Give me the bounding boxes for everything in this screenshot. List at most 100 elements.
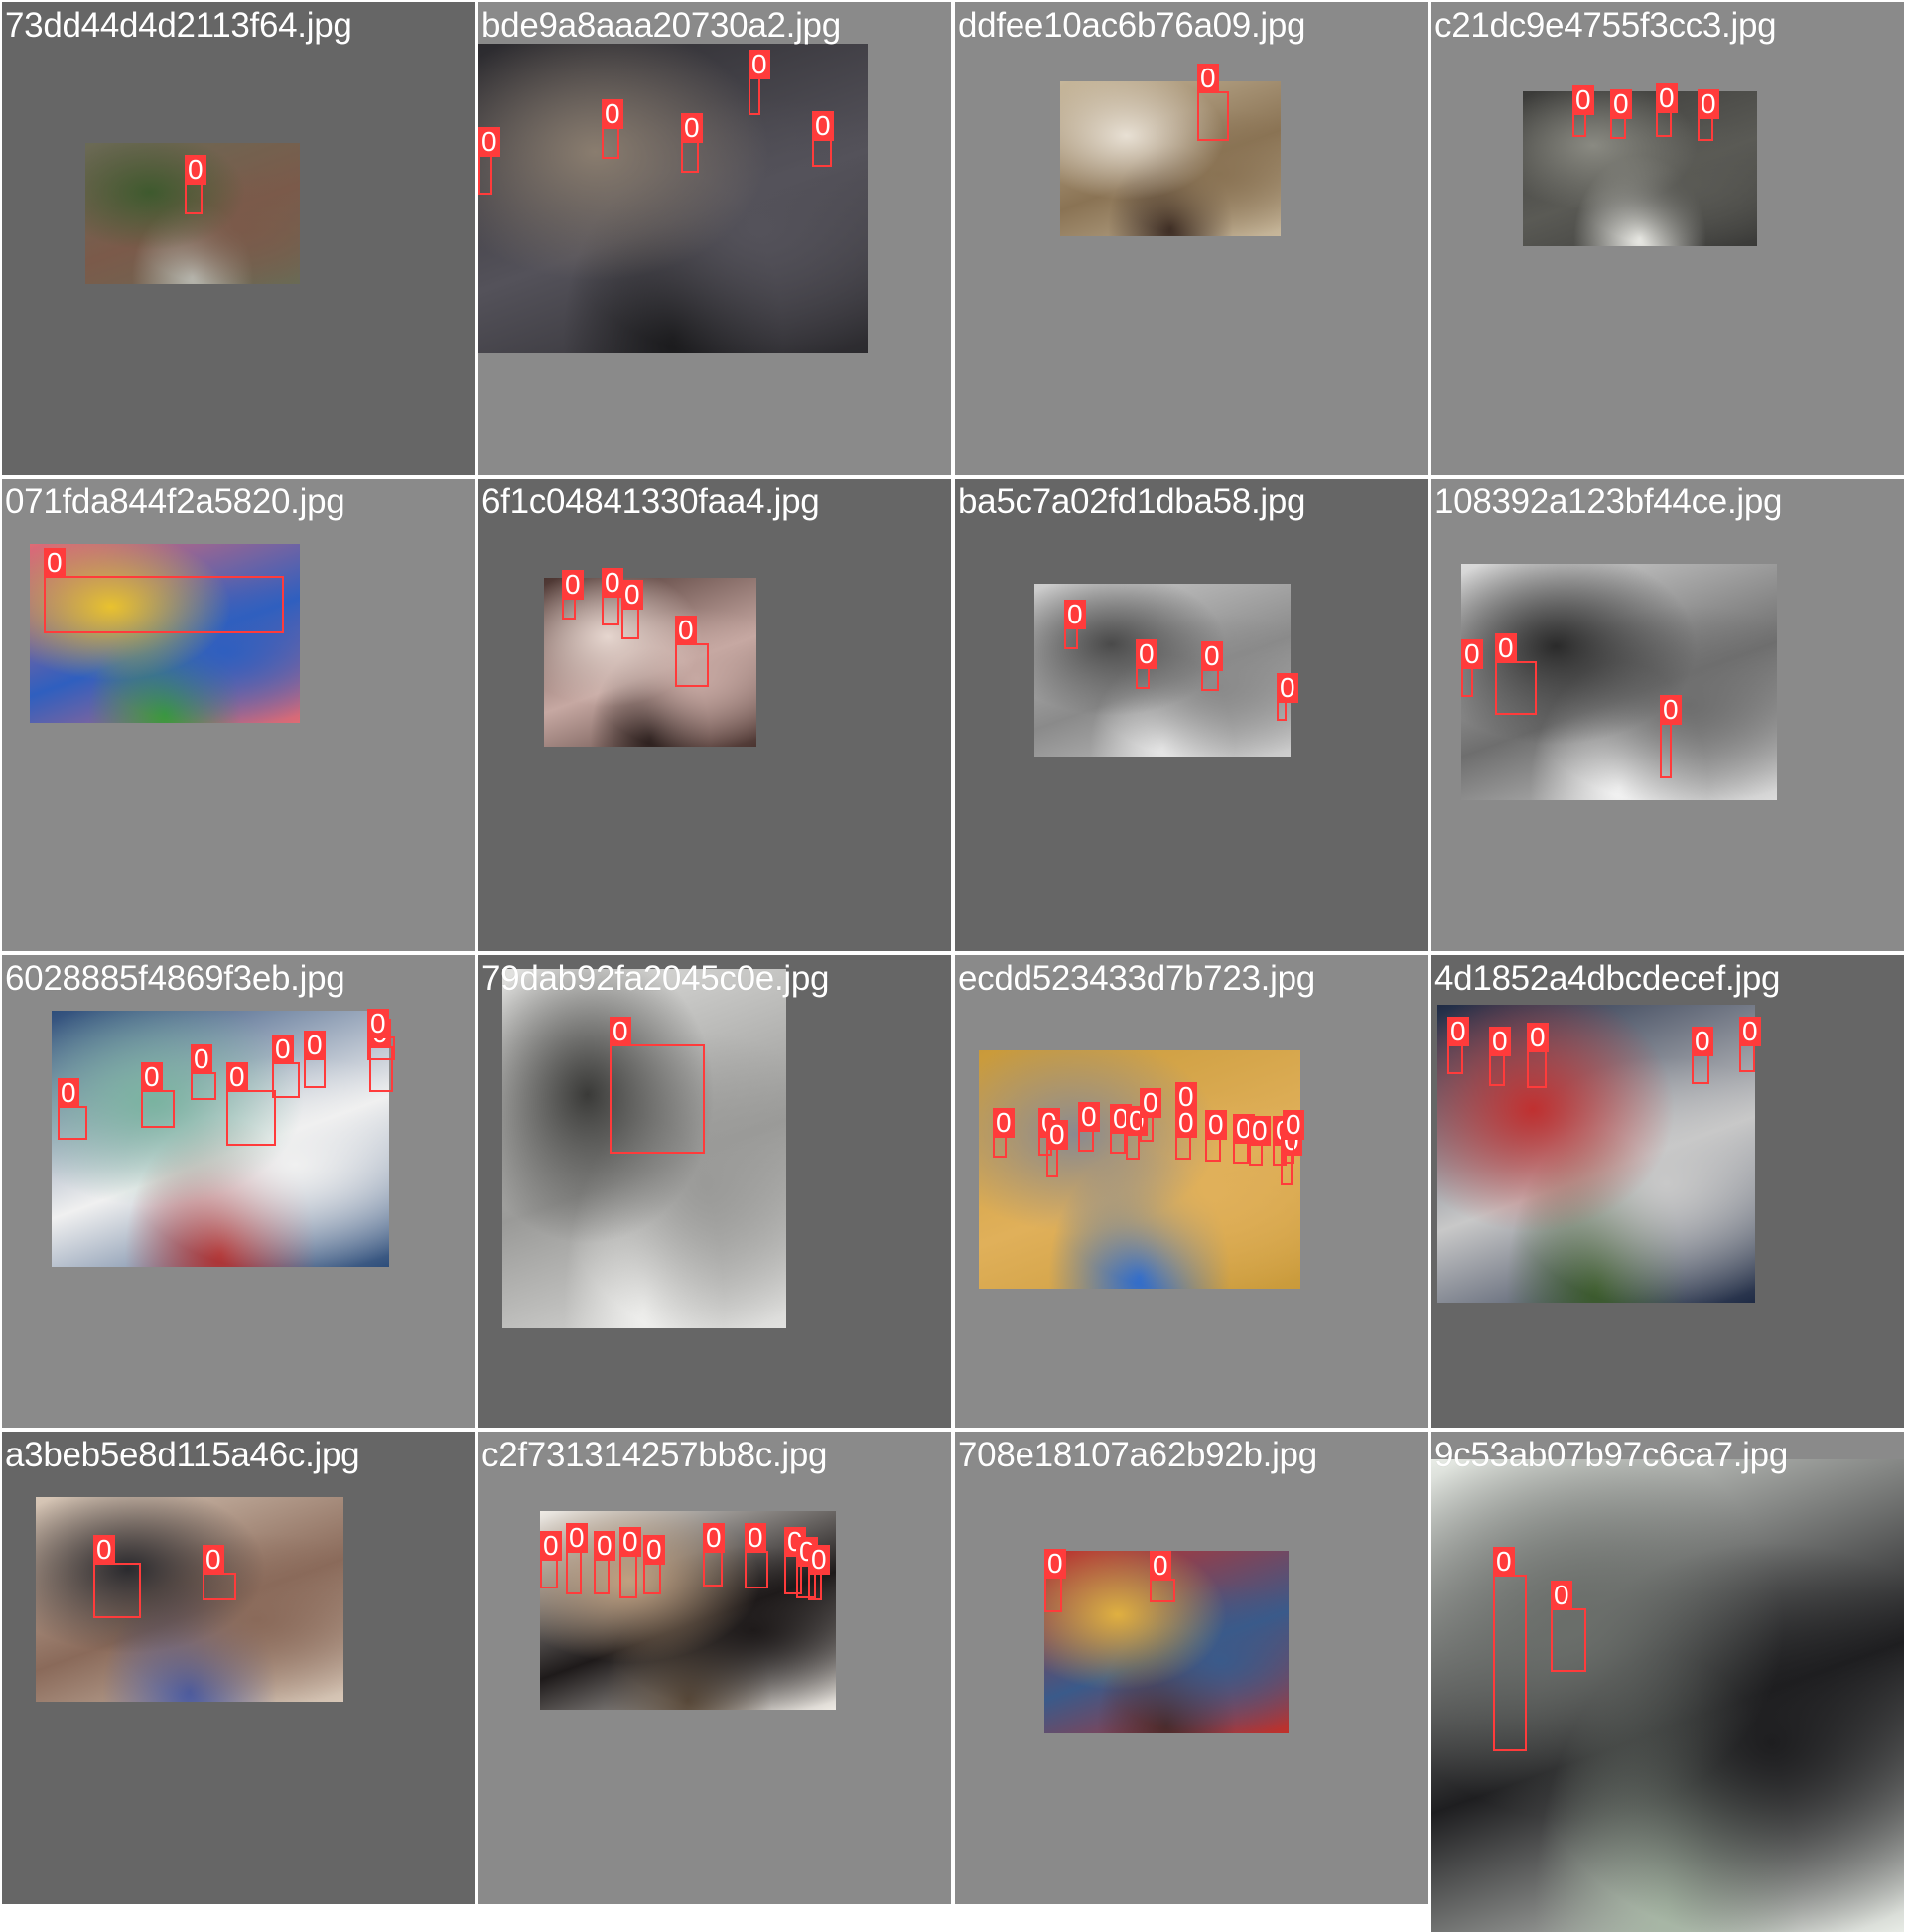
filename-label: 9c53ab07b97c6ca7.jpg (1434, 1436, 1788, 1474)
detection-box: 0 (745, 1523, 768, 1588)
detection-box: 0 (1044, 1549, 1066, 1612)
detection-box: 0 (1692, 1027, 1713, 1084)
grid-tile[interactable]: 0 0 0 0 c21dc9e4755f3cc3.jpg (1431, 2, 1904, 475)
detection-box: 0 (1493, 1547, 1527, 1751)
grid-tile[interactable]: 0 071fda844f2a5820.jpg (2, 479, 475, 951)
class-label: 0 (1044, 1549, 1066, 1579)
detection-box: 0 (191, 1044, 216, 1100)
detection-box: 0 (1201, 641, 1223, 691)
class-label: 0 (226, 1062, 248, 1092)
detection-box: 0 (44, 548, 284, 633)
class-label: 0 (1064, 600, 1086, 629)
filename-label: c2f731314257bb8c.jpg (481, 1436, 828, 1474)
class-label: 0 (1205, 1110, 1227, 1140)
grid-tile[interactable]: 0 0 9c53ab07b97c6ca7.jpg (1431, 1432, 1904, 1932)
grid-tile[interactable]: 0 79dab92fa2045c0e.jpg (478, 955, 951, 1428)
class-label: 0 (1698, 89, 1719, 119)
class-label: 0 (1656, 83, 1678, 113)
class-label: 0 (643, 1535, 665, 1565)
photo-content (1431, 1459, 1904, 1932)
class-label: 0 (367, 1009, 389, 1038)
detection-box: 0 (1489, 1027, 1511, 1086)
detection-box: 0 (367, 1009, 395, 1060)
photo-thumbnail[interactable]: 0 (30, 544, 300, 723)
class-label: 0 (1660, 695, 1682, 725)
class-label: 0 (1197, 64, 1219, 93)
class-label: 0 (191, 1044, 212, 1074)
photo-content (36, 1497, 343, 1702)
detection-box: 0 (1126, 1106, 1148, 1160)
photo-thumbnail[interactable]: 000000000000000 (979, 1050, 1304, 1289)
class-label: 0 (540, 1531, 562, 1561)
photo-thumbnail[interactable]: 0 (502, 969, 786, 1328)
photo-thumbnail[interactable]: 0 (85, 143, 300, 284)
grid-tile[interactable]: 0 0 0 108392a123bf44ce.jpg (1431, 479, 1904, 951)
detection-box: 0 (1046, 1120, 1068, 1177)
detection-box: 0 (1495, 633, 1537, 715)
photo-content (979, 1050, 1300, 1289)
filename-label: bde9a8aaa20730a2.jpg (481, 6, 841, 45)
class-label: 0 (1175, 1108, 1197, 1138)
detection-box: 0 (594, 1531, 615, 1594)
grid-tile[interactable]: 0 73dd44d4d2113f64.jpg (2, 2, 475, 475)
class-label: 0 (993, 1108, 1015, 1138)
class-label: 0 (1572, 85, 1594, 115)
class-label: 0 (681, 113, 703, 143)
class-label: 0 (594, 1531, 615, 1561)
photo-content (502, 969, 786, 1328)
filename-label: ba5c7a02fd1dba58.jpg (958, 483, 1306, 521)
class-label: 0 (703, 1523, 725, 1553)
grid-tile[interactable]: 0 0 708e18107a62b92b.jpg (955, 1432, 1428, 1904)
class-label: 0 (610, 1017, 631, 1046)
photo-content (1044, 1551, 1289, 1733)
filename-label: 6f1c04841330faa4.jpg (481, 483, 820, 521)
grid-tile[interactable]: 0 0 0 0 6f1c04841330faa4.jpg (478, 479, 951, 951)
detection-box: 0 (993, 1108, 1015, 1158)
grid-tile[interactable]: 0 0 0 0 ba5c7a02fd1dba58.jpg (955, 479, 1428, 951)
detection-box: 0 (1447, 1017, 1469, 1074)
filename-label: 6028885f4869f3eb.jpg (5, 959, 345, 998)
filename-label: 108392a123bf44ce.jpg (1434, 483, 1783, 521)
detection-box: 0 (1660, 695, 1682, 778)
class-label: 0 (749, 50, 770, 79)
grid-tile[interactable]: 0 ddfee10ac6b76a09.jpg (955, 2, 1428, 475)
grid-tile[interactable]: 000000000000000 ecdd523433d7b723.jpg (955, 955, 1428, 1428)
class-label: 0 (1739, 1017, 1761, 1046)
class-label: 0 (602, 568, 623, 598)
photo-content (1523, 91, 1757, 246)
grid-tile[interactable]: 0 0 0 0 0 bde9a8aaa20730a2.jpg (478, 2, 951, 475)
detection-box: 0 (1461, 639, 1483, 697)
detection-box: 0 (1140, 1088, 1161, 1142)
detection-box: 0 (1572, 85, 1594, 137)
detection-box: 0 (203, 1545, 236, 1600)
detection-box: 0 (1136, 639, 1157, 689)
grid-tile[interactable]: 0 0 a3beb5e8d115a46c.jpg (2, 1432, 475, 1904)
grid-tile[interactable]: 0 0 0 0 0 0 0 0 0 0 c2f731314257bb8c.jpg (478, 1432, 951, 1904)
grid-tile[interactable]: 0 0 0 0 0 4d1852a4dbcdecef.jpg (1431, 955, 1904, 1428)
detection-box: 0 (1551, 1581, 1586, 1672)
class-label: 0 (1283, 1110, 1304, 1140)
detection-box: 0 (304, 1031, 326, 1088)
class-label: 0 (619, 1527, 641, 1557)
class-label: 0 (185, 155, 206, 185)
class-label: 0 (1140, 1088, 1161, 1118)
photo-thumbnail[interactable]: 0 (1060, 64, 1281, 236)
class-label: 0 (1447, 1017, 1469, 1046)
class-label: 0 (141, 1062, 163, 1092)
class-label: 0 (1136, 639, 1157, 669)
filename-label: 4d1852a4dbcdecef.jpg (1434, 959, 1781, 998)
class-label: 0 (1175, 1082, 1197, 1112)
detection-box: 0 (540, 1531, 562, 1588)
